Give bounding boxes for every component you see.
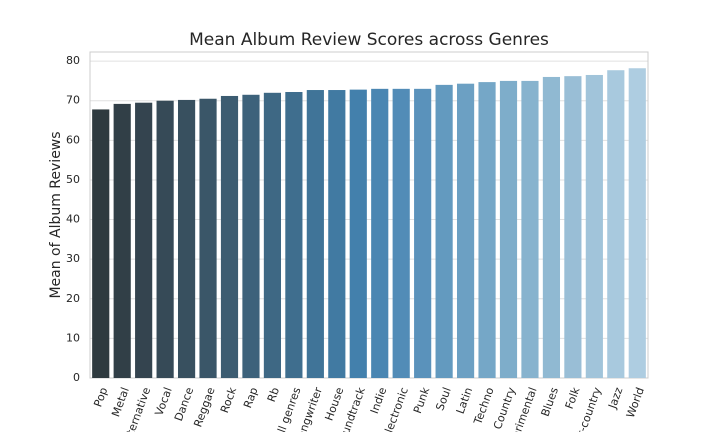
y-tick-label: 40 <box>66 213 80 226</box>
x-tick-label: Blues <box>539 385 562 418</box>
y-tick-label: 10 <box>66 331 80 344</box>
chart-title: Mean Album Review Scores across Genres <box>189 30 549 50</box>
x-tick-label: Vocal <box>153 386 175 418</box>
bar <box>371 88 389 379</box>
x-tick-label: World <box>624 386 647 420</box>
x-tick-label: Rap <box>241 386 260 410</box>
x-tick-label: Indie <box>368 385 390 415</box>
y-tick-label: 0 <box>73 371 80 384</box>
bar <box>306 90 324 378</box>
bar <box>135 102 153 379</box>
bar <box>220 95 239 378</box>
bar <box>113 103 131 379</box>
bar <box>242 94 260 378</box>
x-tick-label: Soul <box>433 386 453 413</box>
bar <box>435 84 453 378</box>
x-tick-label: Dance <box>172 385 196 423</box>
bar <box>585 74 603 378</box>
x-tick-label: Folk <box>563 385 583 411</box>
y-tick-label: 80 <box>66 54 80 67</box>
bar <box>199 98 217 379</box>
y-axis-label: Mean of Album Reviews <box>48 131 64 298</box>
bar <box>177 99 196 378</box>
bar <box>564 76 582 379</box>
bar <box>414 88 432 379</box>
plot-frame <box>89 51 649 379</box>
x-tick-label: Pop <box>91 386 110 409</box>
y-tick-label: 70 <box>66 94 80 107</box>
bar <box>521 80 539 378</box>
x-tick-label: House <box>322 385 346 422</box>
bar <box>542 76 561 378</box>
bar <box>328 90 346 378</box>
bar <box>628 68 646 378</box>
x-tick-label: Metal <box>109 386 132 419</box>
bar <box>92 109 110 378</box>
y-tick-label: 20 <box>66 292 80 305</box>
bar <box>392 88 410 379</box>
x-tick-label: Latin <box>454 386 476 416</box>
x-tick-label: Rock <box>218 385 239 415</box>
x-tick-label: Jazz <box>606 385 626 411</box>
y-tick-label: 60 <box>66 133 80 146</box>
bar <box>156 100 174 379</box>
bar <box>607 70 625 379</box>
bar <box>478 82 496 378</box>
x-tick-label: Rb <box>265 386 282 404</box>
y-tick-label: 50 <box>66 173 80 186</box>
bar <box>263 92 282 379</box>
bar <box>456 83 475 379</box>
bar <box>349 89 367 379</box>
bar <box>285 92 303 378</box>
y-tick-label: 30 <box>66 252 80 265</box>
bar <box>499 80 518 378</box>
x-tick-label: Punk <box>411 385 433 415</box>
